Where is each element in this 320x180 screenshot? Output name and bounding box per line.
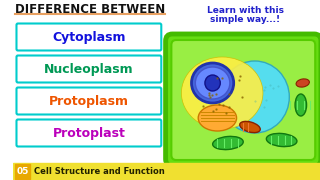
Bar — [13, 163, 320, 180]
Ellipse shape — [181, 57, 263, 129]
FancyBboxPatch shape — [166, 34, 320, 166]
Circle shape — [205, 75, 220, 91]
Ellipse shape — [191, 63, 234, 103]
Text: Protoplast: Protoplast — [52, 127, 125, 140]
Ellipse shape — [266, 133, 297, 147]
Ellipse shape — [296, 79, 309, 87]
Text: Cell Structure and Function: Cell Structure and Function — [34, 167, 165, 176]
Ellipse shape — [295, 94, 307, 116]
Ellipse shape — [195, 67, 230, 99]
FancyBboxPatch shape — [17, 55, 161, 82]
FancyBboxPatch shape — [171, 40, 315, 160]
Bar — [15, 164, 30, 179]
Ellipse shape — [240, 121, 260, 133]
Text: DIFFERENCE BETWEEN: DIFFERENCE BETWEEN — [15, 3, 165, 15]
FancyBboxPatch shape — [17, 87, 161, 114]
Text: Nucleoplasm: Nucleoplasm — [44, 62, 134, 75]
Text: Protoplasm: Protoplasm — [49, 94, 129, 107]
Text: Learn with this: Learn with this — [207, 6, 284, 15]
Ellipse shape — [213, 136, 243, 150]
FancyBboxPatch shape — [17, 24, 161, 51]
Text: simple way...!: simple way...! — [210, 15, 280, 24]
Ellipse shape — [198, 105, 236, 131]
FancyBboxPatch shape — [17, 120, 161, 147]
Text: 05: 05 — [17, 167, 29, 176]
Ellipse shape — [220, 61, 289, 133]
Text: Cytoplasm: Cytoplasm — [52, 30, 126, 44]
